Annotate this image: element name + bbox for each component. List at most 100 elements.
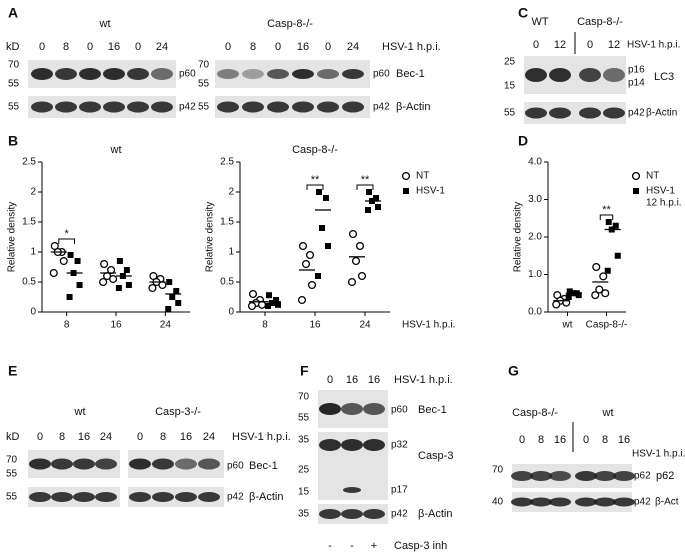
blot-band [55, 68, 77, 80]
blot-band [267, 101, 289, 113]
time-label: HSV-1 h.p.i. [394, 374, 453, 386]
band-label: p14 [628, 78, 645, 89]
protein-label: β-Actin [249, 491, 283, 503]
blot-membrane [512, 492, 632, 512]
protein-label: Bec-1 [396, 68, 425, 80]
data-point [366, 189, 372, 195]
data-point [67, 252, 74, 258]
data-point [123, 267, 130, 273]
lane-label: 0 [519, 434, 525, 446]
time-label: HSV-1 h.p.i. [632, 449, 685, 460]
time-label: HSV-1 h.p.i. [627, 40, 680, 51]
data-point [175, 300, 182, 306]
protein-label: Bec-1 [418, 404, 447, 416]
lane-label: 0 [587, 39, 593, 51]
blot-membrane [524, 102, 626, 124]
blot-band [198, 492, 220, 502]
blot-band [152, 458, 174, 470]
data-point [552, 300, 561, 309]
blot-band [319, 403, 341, 415]
legend-marker [633, 188, 639, 194]
data-point [148, 283, 157, 293]
blot-band [79, 68, 101, 80]
blot-band [127, 68, 149, 80]
significance-bracket [356, 184, 374, 190]
blot-band [73, 492, 95, 502]
legend-label: HSV-1 [646, 186, 675, 197]
blot-band [343, 487, 361, 493]
data-point [323, 195, 329, 201]
panel-label: B [8, 133, 18, 149]
data-point [357, 271, 367, 281]
blot-band [511, 497, 533, 507]
x-tick-label: 24 [160, 320, 172, 331]
blot-band [198, 458, 220, 470]
significance-label: ** [602, 204, 611, 216]
blot-band [549, 68, 571, 82]
data-point [365, 207, 371, 213]
marker: 55 [298, 413, 310, 424]
data-point [305, 250, 315, 260]
marker: 35 [298, 509, 310, 520]
x-tick-label: 16 [309, 320, 321, 331]
protein-label: β-Actin [418, 508, 452, 520]
band-label: p42 [634, 497, 651, 508]
lane-label: 16 [180, 431, 192, 443]
blot-band [31, 68, 53, 80]
y-axis-label: Relative density [513, 202, 524, 273]
marker: 55 [198, 102, 210, 113]
kd-label: kD [6, 431, 20, 443]
data-point [76, 282, 83, 288]
y-tick-label: 1.5 [220, 217, 234, 228]
data-point [565, 294, 572, 300]
marker: 15 [504, 81, 516, 92]
blot-band [594, 497, 616, 507]
inhibitor-label: Casp-3 inh [394, 540, 447, 552]
lane-label: 8 [63, 41, 69, 53]
blot-band [613, 471, 635, 481]
data-point [614, 252, 621, 259]
blot-band [319, 509, 341, 519]
blot-band [242, 69, 264, 79]
group-label: WT [531, 16, 548, 28]
lane-label: 8 [160, 431, 166, 443]
y-tick-label: 2 [228, 187, 234, 198]
blot-band [594, 471, 616, 481]
data-point [166, 279, 173, 285]
panel-label: E [8, 363, 17, 379]
panel-label: A [8, 5, 18, 21]
data-point [173, 288, 180, 294]
marker: 70 [8, 60, 20, 71]
y-tick-label: 0.5 [220, 277, 234, 288]
blot-band [525, 107, 547, 119]
blot-band [103, 101, 125, 113]
legend-marker [401, 171, 411, 181]
data-point [49, 268, 58, 278]
data-point [273, 297, 279, 303]
blot-band [73, 458, 95, 470]
lane-label: 16 [554, 434, 566, 446]
protein-label: β-Act [655, 497, 679, 508]
marker: 15 [298, 487, 310, 498]
blot-band [129, 492, 151, 502]
blot-band [530, 497, 552, 507]
blot-band [341, 403, 363, 415]
y-tick-label: 1.5 [22, 217, 36, 228]
blot-band [95, 458, 117, 470]
data-point [301, 259, 311, 269]
data-point [375, 204, 381, 210]
lane-label: 0 [225, 41, 231, 53]
lane-label: 24 [203, 431, 215, 443]
data-point [59, 256, 68, 266]
blot-band [530, 471, 552, 481]
lane-label: 0 [583, 434, 589, 446]
marker: 40 [492, 497, 504, 508]
marker: 55 [504, 108, 516, 119]
data-point [109, 274, 118, 284]
data-point [99, 277, 108, 287]
blot-band [127, 101, 149, 113]
blot-band [613, 497, 635, 507]
marker: 55 [6, 469, 18, 480]
blot-band [175, 458, 197, 470]
blot-band [341, 439, 363, 451]
